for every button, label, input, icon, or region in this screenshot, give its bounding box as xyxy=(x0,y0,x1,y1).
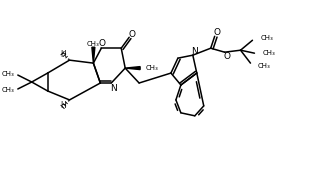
Polygon shape xyxy=(92,47,95,63)
Text: CH₃: CH₃ xyxy=(257,63,270,69)
Text: N: N xyxy=(110,84,117,94)
Text: N: N xyxy=(191,47,198,56)
Text: CH₃: CH₃ xyxy=(87,41,100,47)
Text: H: H xyxy=(61,101,66,110)
Text: O: O xyxy=(213,28,220,37)
Text: CH₃: CH₃ xyxy=(2,71,15,77)
Text: CH₃: CH₃ xyxy=(262,50,275,56)
Text: O: O xyxy=(99,39,106,48)
Text: H: H xyxy=(61,50,66,59)
Polygon shape xyxy=(125,67,140,70)
Text: CH₃: CH₃ xyxy=(146,65,159,71)
Text: CH₃: CH₃ xyxy=(2,87,15,93)
Text: O: O xyxy=(223,52,230,61)
Text: CH₃: CH₃ xyxy=(260,35,273,41)
Text: O: O xyxy=(129,30,136,39)
